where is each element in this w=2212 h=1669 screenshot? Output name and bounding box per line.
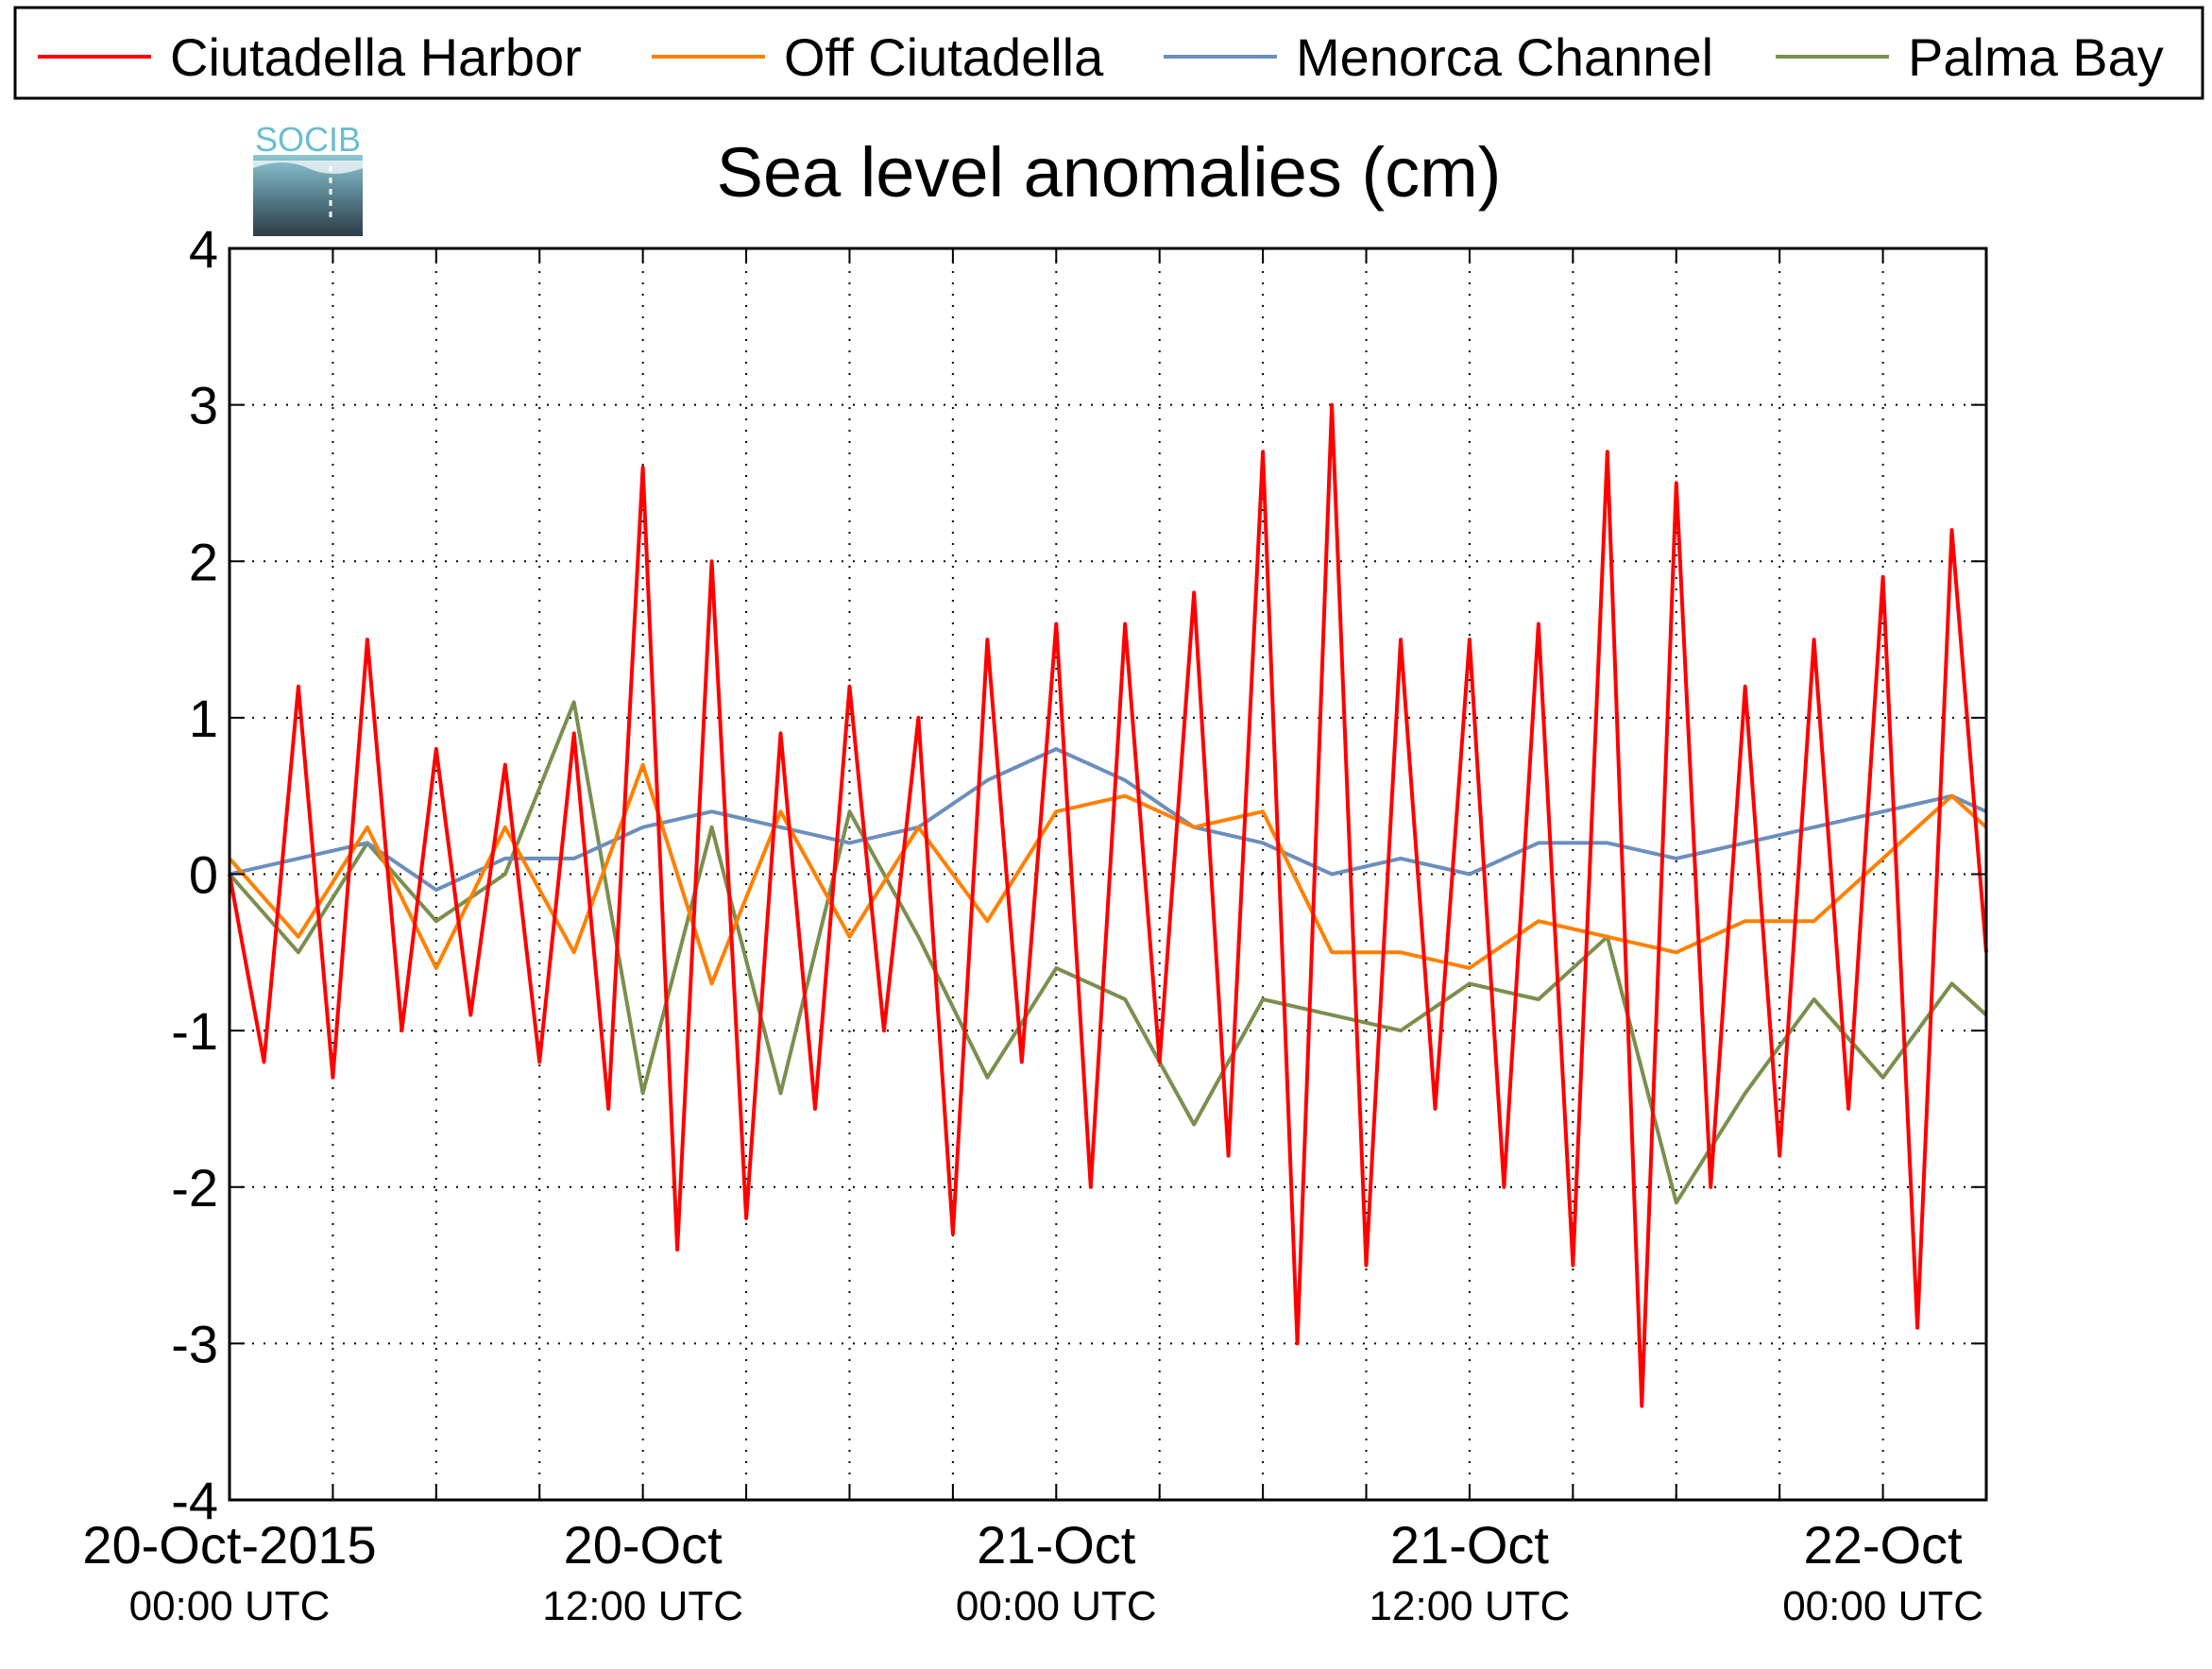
legend-label: Off Ciutadella: [784, 27, 1104, 87]
y-tick-label: 4: [189, 219, 218, 279]
chart-title: Sea level anomalies (cm): [717, 133, 1502, 212]
y-tick-label: 3: [189, 376, 218, 435]
legend: Ciutadella Harbor Off Ciutadella Menorca C…: [13, 6, 2204, 100]
x-tick-label-date: 20-Oct: [564, 1515, 723, 1575]
y-tick-label: -2: [171, 1158, 218, 1218]
y-tick-label: -1: [171, 1001, 218, 1061]
socib-logo: SOCIB: [253, 120, 363, 236]
x-tick-label-date: 21-Oct: [1390, 1515, 1549, 1575]
legend-box: [13, 6, 2204, 100]
y-tick-label: 2: [189, 532, 218, 591]
x-tick-label-time: 12:00 UTC: [542, 1583, 743, 1629]
y-axis: -4 -3 -2 -1 0 1 2 3 4: [171, 219, 1986, 1530]
legend-label: Menorca Channel: [1296, 27, 1713, 87]
series-line-ciutadella-harbor: [228, 402, 1988, 1408]
x-axis: 20-Oct-2015 00:00 UTC 20-Oct 12:00 UTC 21-Oc…: [82, 248, 1983, 1629]
y-tick-label: -3: [171, 1314, 218, 1373]
y-tick-label: -4: [171, 1471, 218, 1530]
x-tick-label-time: 12:00 UTC: [1370, 1583, 1571, 1629]
legend-label: Palma Bay: [1908, 27, 2164, 87]
y-tick-label: 0: [189, 845, 218, 905]
x-tick-label-time: 00:00 UTC: [956, 1583, 1157, 1629]
y-tick-label: 1: [189, 689, 218, 748]
x-tick-label-time: 00:00 UTC: [1782, 1583, 1983, 1629]
x-tick-label-date: 22-Oct: [1804, 1515, 1963, 1575]
plot-frame: [228, 247, 1988, 1502]
x-tick-label-time: 00:00 UTC: [129, 1583, 331, 1629]
legend-label: Ciutadella Harbor: [170, 27, 582, 87]
series-line-palma-bay: [228, 700, 1988, 1205]
logo-text: SOCIB: [255, 120, 361, 159]
grid: [230, 248, 1986, 1500]
x-tick-label-date: 20-Oct-2015: [82, 1515, 376, 1575]
x-tick-label-date: 21-Oct: [977, 1515, 1135, 1575]
series-line-off-ciutadella: [228, 762, 1988, 986]
series-line-menorca-channel: [229, 747, 1987, 893]
